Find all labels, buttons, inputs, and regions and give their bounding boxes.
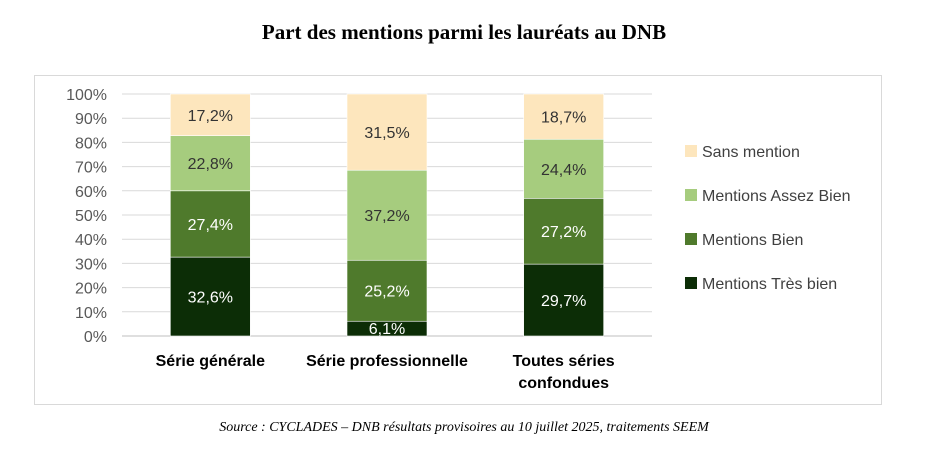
chart-area: 0% 10% 20% 30% 40% 50% 60% 70% 80% 90% 100% 32,6% 27… [34,75,882,405]
data-label: 25,2% [364,284,409,301]
legend-label: Mentions Bien [702,232,803,249]
bar-segment [170,256,251,337]
bar-segment [523,93,604,140]
bar-segment [346,169,428,261]
bar-segment [346,259,428,322]
y-tick-label: 100% [66,87,107,104]
data-label: 32,6% [188,290,233,307]
bar-segment [170,190,251,258]
data-label: 22,8% [188,156,233,173]
x-category-label: Série professionnelle [306,353,468,370]
bar-segment [523,263,604,337]
data-label: 37,2% [364,208,409,225]
legend-swatch [685,233,697,245]
stacked-bar-chart: 0% 10% 20% 30% 40% 50% 60% 70% 80% 90% 100% 32,6% 27… [66,87,851,392]
y-tick-label: 30% [75,256,107,273]
legend-label: Mentions Très bien [702,276,837,293]
x-category-label: Série générale [156,353,266,370]
y-tick-label: 20% [75,281,107,298]
x-category-label: Toutes séries [513,353,615,370]
legend-label: Sans mention [702,144,800,161]
y-tick-label: 50% [75,208,107,225]
data-label: 6,1% [369,321,405,338]
y-tick-label: 40% [75,232,107,249]
y-tick-label: 60% [75,184,107,201]
bar-segment [346,93,428,171]
data-label: 18,7% [541,110,586,127]
data-label: 29,7% [541,293,586,310]
data-label: 27,4% [188,217,233,234]
y-tick-label: 10% [75,305,107,322]
data-label: 17,2% [188,108,233,125]
bar-segment [523,138,604,199]
y-tick-label: 90% [75,111,107,128]
y-tick-label: 70% [75,160,107,177]
legend-swatch [685,277,697,289]
data-label: 27,2% [541,224,586,241]
bar-segment [170,93,251,136]
y-tick-label: 0% [84,329,107,346]
y-tick-label: 80% [75,135,107,152]
legend-swatch [685,189,697,201]
x-category-label: confondues [518,375,609,392]
chart-title: Part des mentions parmi les lauréats au … [261,20,667,44]
data-label: 31,5% [364,125,409,142]
bar-segment [523,198,604,265]
legend-label: Mentions Assez Bien [702,188,851,205]
legend-swatch [685,145,697,157]
bar-segment [170,135,251,192]
data-label: 24,4% [541,162,586,179]
source-note: Source : CYCLADES – DNB résultats provis… [219,420,709,435]
